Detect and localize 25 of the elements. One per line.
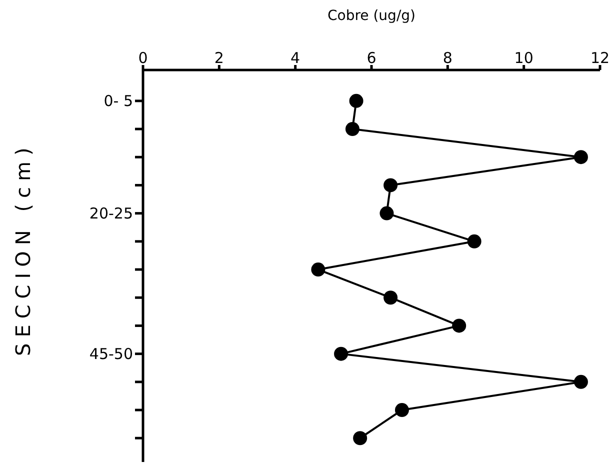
point [353,431,368,446]
point [574,374,588,389]
point [345,122,360,136]
point [384,178,398,192]
x-tick-label: 4 [290,49,300,67]
point [452,318,466,333]
x-tick-label: 2 [214,49,224,67]
point [380,206,394,220]
point [334,346,348,361]
y-axis-title: SECCION (cm) [11,142,36,356]
x-tick-label: 0 [138,49,148,67]
x-tick-label: 12 [590,49,610,67]
y-tick-label: 0- 5 [104,92,133,110]
x-tick-label: 8 [442,49,452,67]
point [467,234,482,248]
y-tick-label: 20-25 [89,204,133,223]
x-tick-label: 10 [514,49,534,67]
point [349,94,364,108]
x-tick-label: 6 [366,49,376,67]
point [311,262,326,277]
x-axis-title: Cobre (ug/g) [327,8,416,24]
y-tick-label: 45-50 [89,345,133,364]
point [384,290,398,305]
point [394,403,409,418]
point [574,150,588,164]
